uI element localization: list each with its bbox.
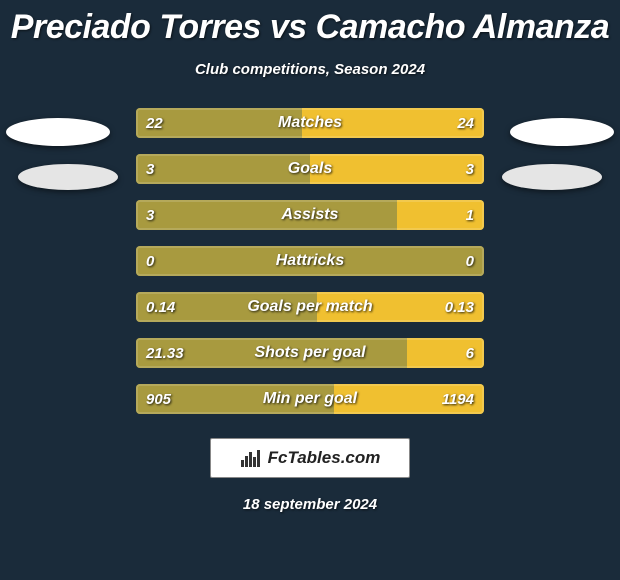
player-right-photo-placeholder (510, 118, 614, 146)
stat-bar-label: Assists (136, 200, 484, 230)
stat-bar-row: 905Min per goal1194 (136, 384, 484, 414)
stat-bar-label: Shots per goal (136, 338, 484, 368)
stat-bar-right-value: 0 (466, 246, 474, 276)
logo-text: FcTables.com (268, 448, 381, 468)
stat-bar-row: 21.33Shots per goal6 (136, 338, 484, 368)
bars-chart-icon (240, 448, 262, 468)
stat-bar-row: 3Assists1 (136, 200, 484, 230)
stat-bar-right-value: 6 (466, 338, 474, 368)
subtitle: Club competitions, Season 2024 (0, 61, 620, 78)
player-right-shadow (502, 164, 602, 190)
stat-bar-label: Goals per match (136, 292, 484, 322)
stat-bar-row: 0Hattricks0 (136, 246, 484, 276)
stat-bar-row: 22Matches24 (136, 108, 484, 138)
stat-bar-label: Hattricks (136, 246, 484, 276)
stat-bar-right-value: 3 (466, 154, 474, 184)
fctables-logo: FcTables.com (210, 438, 410, 478)
stat-bar-right-value: 1 (466, 200, 474, 230)
stat-bar-right-value: 0.13 (445, 292, 474, 322)
stat-bar-label: Matches (136, 108, 484, 138)
page-title: Preciado Torres vs Camacho Almanza (0, 0, 620, 47)
stat-bar-right-value: 1194 (442, 384, 474, 414)
stat-bar-row: 0.14Goals per match0.13 (136, 292, 484, 322)
stat-bar-right-value: 24 (457, 108, 474, 138)
stat-bar-label: Goals (136, 154, 484, 184)
stat-bar-label: Min per goal (136, 384, 484, 414)
player-left-shadow (18, 164, 118, 190)
comparison-panel: 22Matches243Goals33Assists10Hattricks00.… (0, 108, 620, 513)
date-text: 18 september 2024 (0, 496, 620, 513)
stat-bar-row: 3Goals3 (136, 154, 484, 184)
stat-bars: 22Matches243Goals33Assists10Hattricks00.… (136, 108, 484, 414)
player-left-photo-placeholder (6, 118, 110, 146)
